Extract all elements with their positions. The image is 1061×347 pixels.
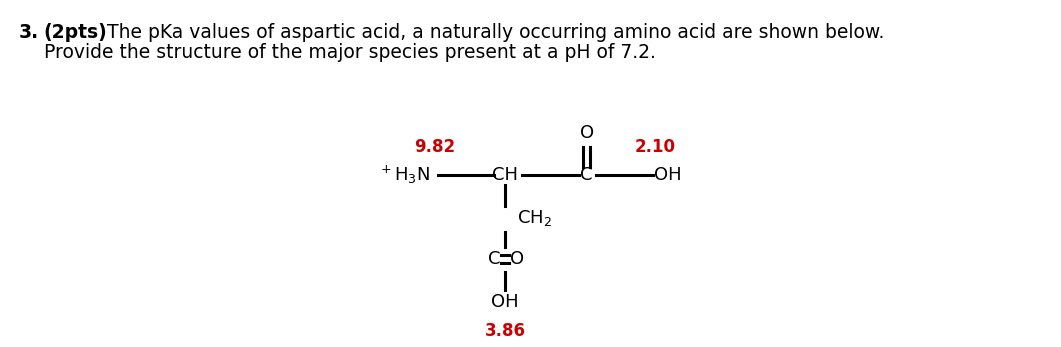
Text: CH$_2$: CH$_2$	[517, 208, 552, 228]
Text: 9.82: 9.82	[415, 138, 455, 156]
Text: C: C	[488, 250, 500, 268]
Text: O: O	[510, 250, 524, 268]
Text: O: O	[579, 124, 594, 142]
Text: OH: OH	[655, 166, 682, 184]
Text: 3.86: 3.86	[485, 322, 525, 340]
Text: 3.: 3.	[19, 23, 39, 42]
Text: Provide the structure of the major species present at a pH of 7.2.: Provide the structure of the major speci…	[44, 43, 656, 62]
Text: CH: CH	[492, 166, 518, 184]
Text: OH: OH	[491, 293, 519, 311]
Text: C: C	[580, 166, 593, 184]
Text: $\mathdefault{^+H_3N}$: $\mathdefault{^+H_3N}$	[379, 164, 431, 186]
Text: (2pts): (2pts)	[44, 23, 107, 42]
Text: 2.10: 2.10	[634, 138, 676, 156]
Text: The pKa values of aspartic acid, a naturally occurring amino acid are shown belo: The pKa values of aspartic acid, a natur…	[107, 23, 884, 42]
